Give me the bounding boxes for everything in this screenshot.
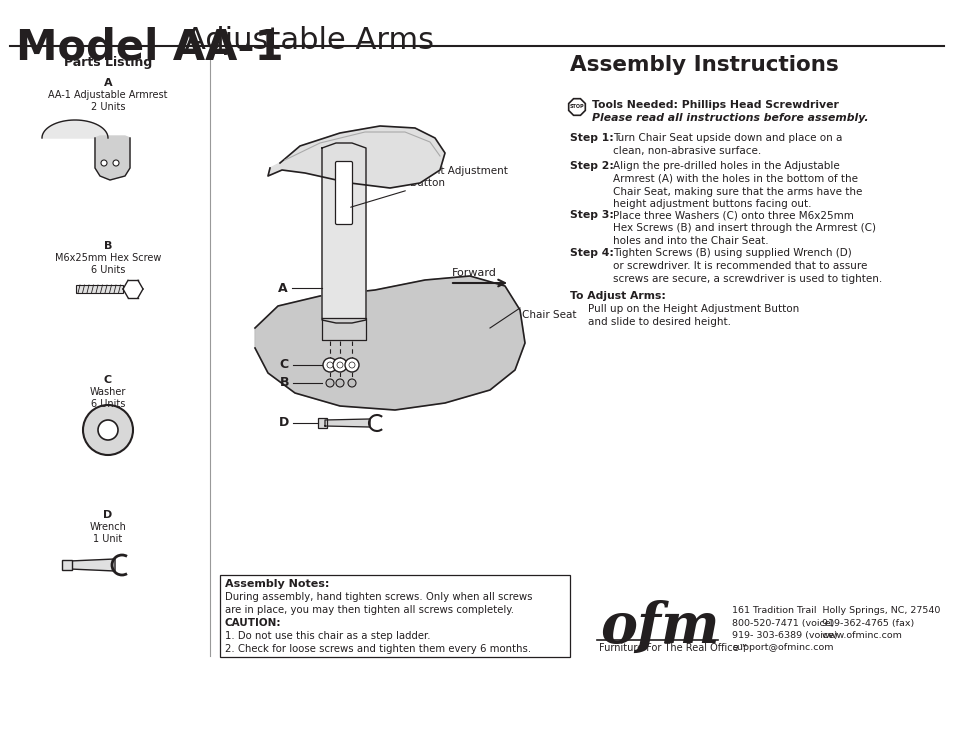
Text: AA-1 Adjustable Armrest
2 Units: AA-1 Adjustable Armrest 2 Units — [49, 90, 168, 112]
Text: Height Adjustment
Button: Height Adjustment Button — [410, 165, 507, 188]
Text: D: D — [103, 510, 112, 520]
Text: 161 Tradition Trail  Holly Springs, NC, 27540: 161 Tradition Trail Holly Springs, NC, 2… — [731, 606, 940, 615]
Text: Please read all instructions before assembly.: Please read all instructions before asse… — [592, 113, 867, 123]
FancyBboxPatch shape — [62, 560, 71, 570]
Polygon shape — [322, 143, 366, 323]
Text: Step 3:: Step 3: — [569, 210, 613, 220]
FancyBboxPatch shape — [317, 418, 327, 428]
Text: D: D — [278, 416, 289, 430]
Text: Place three Washers (C) onto three M6x25mm
Hex Screws (B) and insert through the: Place three Washers (C) onto three M6x25… — [613, 210, 875, 246]
Text: Washer
6 Units: Washer 6 Units — [90, 387, 126, 410]
Text: 919- 303-6389 (voice): 919- 303-6389 (voice) — [731, 631, 837, 640]
FancyBboxPatch shape — [76, 285, 123, 293]
Text: www.ofminc.com: www.ofminc.com — [821, 631, 902, 640]
Text: Assembly Notes:: Assembly Notes: — [225, 579, 329, 589]
Text: A: A — [278, 281, 288, 294]
Text: B: B — [279, 376, 289, 390]
Text: 800-520-7471 (voice): 800-520-7471 (voice) — [731, 619, 834, 628]
Text: M6x25mm Hex Screw
6 Units: M6x25mm Hex Screw 6 Units — [54, 253, 161, 275]
Text: Furniture For The Real Office™: Furniture For The Real Office™ — [598, 643, 747, 653]
Polygon shape — [95, 136, 130, 180]
Text: Model AA-1: Model AA-1 — [16, 26, 283, 68]
Text: Step 1:: Step 1: — [569, 133, 613, 143]
Circle shape — [112, 160, 119, 166]
Text: Step 2:: Step 2: — [569, 161, 613, 171]
Text: 04.06.2010: 04.06.2010 — [447, 650, 506, 660]
Text: Align the pre-drilled holes in the Adjustable
Armrest (A) with the holes in the : Align the pre-drilled holes in the Adjus… — [613, 161, 862, 210]
Text: support@ofminc.com: support@ofminc.com — [731, 643, 833, 652]
Text: C: C — [279, 359, 289, 371]
Text: STOP: STOP — [569, 105, 583, 109]
Text: Wrench
1 Unit: Wrench 1 Unit — [90, 522, 127, 545]
Text: B: B — [104, 241, 112, 251]
Polygon shape — [70, 559, 115, 571]
Text: Chair Seat: Chair Seat — [521, 310, 576, 320]
Text: CAUTION:: CAUTION: — [225, 618, 281, 628]
Text: Assembly Instructions: Assembly Instructions — [569, 55, 838, 75]
Polygon shape — [42, 120, 108, 138]
Polygon shape — [568, 99, 585, 115]
Circle shape — [345, 358, 358, 372]
Text: Forward: Forward — [452, 268, 497, 278]
Text: Adjustable Arms: Adjustable Arms — [185, 26, 434, 55]
Text: Turn Chair Seat upside down and place on a
clean, non-abrasive surface.: Turn Chair Seat upside down and place on… — [613, 133, 841, 156]
Circle shape — [101, 160, 107, 166]
Circle shape — [336, 362, 343, 368]
Text: Parts Listing: Parts Listing — [64, 56, 152, 69]
FancyBboxPatch shape — [335, 162, 352, 224]
Circle shape — [98, 420, 118, 440]
Polygon shape — [325, 419, 370, 427]
Circle shape — [326, 379, 334, 387]
Circle shape — [349, 362, 355, 368]
Text: Pull up on the Height Adjustment Button
and slide to desired height.: Pull up on the Height Adjustment Button … — [587, 304, 799, 327]
Polygon shape — [322, 318, 366, 340]
Circle shape — [348, 379, 355, 387]
Polygon shape — [254, 276, 524, 410]
Text: Step 4:: Step 4: — [569, 249, 613, 258]
Text: 919-362-4765 (fax): 919-362-4765 (fax) — [821, 619, 913, 628]
Circle shape — [327, 362, 333, 368]
Polygon shape — [268, 126, 444, 188]
FancyBboxPatch shape — [220, 575, 569, 657]
Circle shape — [335, 379, 344, 387]
Text: 1. Do not use this chair as a step ladder.
2. Check for loose screws and tighten: 1. Do not use this chair as a step ladde… — [225, 631, 531, 654]
Text: ofm: ofm — [599, 600, 719, 655]
Text: To Adjust Arms:: To Adjust Arms: — [569, 291, 665, 301]
Text: A: A — [104, 78, 112, 88]
Text: C: C — [104, 375, 112, 385]
Text: Tools Needed: Phillips Head Screwdriver: Tools Needed: Phillips Head Screwdriver — [592, 100, 838, 110]
Circle shape — [83, 405, 132, 455]
Circle shape — [333, 358, 347, 372]
Text: During assembly, hand tighten screws. Only when all screws
are in place, you may: During assembly, hand tighten screws. On… — [225, 592, 532, 615]
Text: Tighten Screws (B) using supplied Wrench (D)
or screwdriver. It is recommended t: Tighten Screws (B) using supplied Wrench… — [613, 249, 882, 284]
Circle shape — [323, 358, 336, 372]
